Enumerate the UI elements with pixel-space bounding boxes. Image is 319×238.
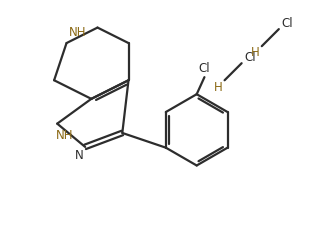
Text: N: N <box>75 149 84 162</box>
Text: Cl: Cl <box>199 62 210 75</box>
Text: Cl: Cl <box>282 17 293 30</box>
Text: H: H <box>214 81 223 94</box>
Text: NH: NH <box>56 129 74 142</box>
Text: NH: NH <box>69 26 86 39</box>
Text: Cl: Cl <box>244 51 256 64</box>
Text: H: H <box>251 46 260 60</box>
